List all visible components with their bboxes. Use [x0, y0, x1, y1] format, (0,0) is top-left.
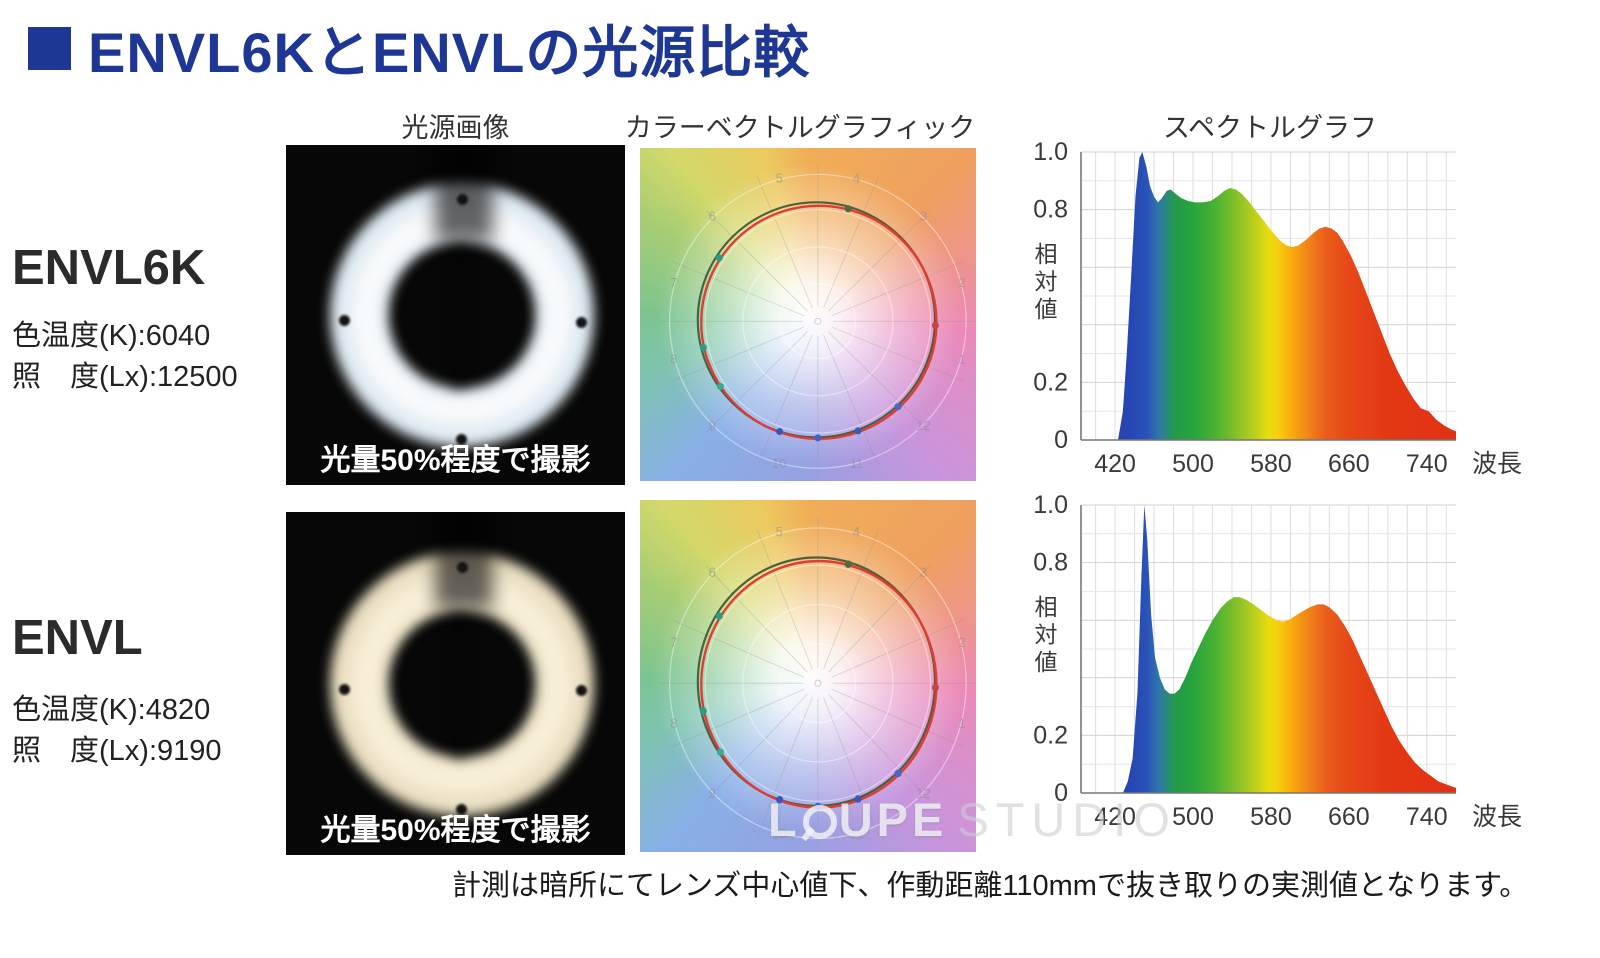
mount-arm-shadow	[435, 145, 493, 241]
svg-text:420: 420	[1094, 803, 1136, 831]
center-pole-shadow	[452, 247, 466, 390]
product-specs-envl6k: 色温度(K):6040 照 度(Lx):12500	[12, 316, 238, 398]
watermark-part2: STUDIO	[957, 793, 1177, 846]
svg-text:8: 8	[670, 352, 677, 367]
svg-text:3: 3	[920, 209, 927, 224]
svg-text:相: 相	[1035, 594, 1058, 620]
svg-text:0: 0	[1054, 426, 1068, 454]
svg-text:3: 3	[920, 565, 927, 580]
svg-text:4: 4	[853, 170, 860, 185]
column-header-color-vector: カラーベクトルグラフィック	[624, 113, 976, 143]
mount-arm-shadow	[435, 512, 493, 609]
color-temp-envl: 色温度(K):4820	[12, 694, 211, 726]
svg-text:2: 2	[958, 275, 965, 290]
svg-text:値: 値	[1035, 649, 1058, 675]
illuminance-envl6k: 照 度(Lx):12500	[12, 361, 238, 393]
light-source-photo-envl: 光量50%程度で撮影	[286, 512, 625, 855]
svg-text:波長: 波長	[1472, 450, 1522, 478]
screw-dot	[457, 561, 469, 573]
screw-dot	[575, 316, 587, 328]
svg-text:0.2: 0.2	[1033, 368, 1068, 396]
screw-dot	[338, 683, 350, 695]
watermark-loupe-studio: L UPE STUDIO	[768, 792, 1177, 847]
color-vector-chart-envl6k: 1 2 3 4 5 6 7 8 9 10 11 12	[640, 148, 976, 481]
svg-text:660: 660	[1328, 450, 1370, 478]
product-specs-envl: 色温度(K):4820 照 度(Lx):9190	[12, 690, 222, 772]
magnifier-icon	[802, 804, 837, 839]
svg-text:660: 660	[1328, 803, 1370, 831]
screw-dot	[455, 434, 467, 445]
illuminance-envl: 照 度(Lx):9190	[12, 735, 222, 767]
svg-text:12: 12	[916, 418, 930, 433]
svg-text:値: 値	[1035, 296, 1058, 322]
title-bullet-square	[28, 27, 71, 70]
svg-text:9: 9	[709, 418, 716, 433]
svg-text:0.2: 0.2	[1033, 721, 1068, 749]
svg-text:7: 7	[670, 635, 677, 650]
svg-text:500: 500	[1172, 450, 1214, 478]
svg-text:10: 10	[772, 456, 786, 471]
svg-text:0.8: 0.8	[1033, 549, 1068, 577]
svg-text:相: 相	[1035, 241, 1058, 267]
svg-text:11: 11	[850, 826, 863, 841]
photo-caption: 光量50%程度で撮影	[320, 814, 591, 847]
svg-text:580: 580	[1250, 803, 1292, 831]
watermark-part1-end: UPE	[838, 793, 948, 846]
spectrum-chart-envl: 420 500 580 660 740 1.0 0.8 0.2 0 相対値波長	[1000, 493, 1560, 838]
watermark-part1-start: L	[768, 793, 801, 846]
column-header-spectrum: スペクトルグラフ	[1162, 113, 1378, 143]
color-vector-chart-envl: 1 2 3 4 5 6 7 8 9 10 11 12	[640, 500, 976, 852]
page-title: ENVL6KとENVLの光源比較	[88, 21, 811, 84]
svg-text:7: 7	[670, 275, 677, 290]
svg-text:10: 10	[772, 826, 786, 841]
svg-text:対: 対	[1035, 622, 1058, 648]
svg-text:9: 9	[709, 786, 716, 801]
screw-dot	[455, 803, 467, 815]
photo-caption: 光量50%程度で撮影	[320, 444, 591, 477]
measurement-footnote: 計測は暗所にてレンズ中心値下、作動距離110mmで抜き取りの実測値となります。	[452, 870, 1529, 902]
svg-text:2: 2	[958, 635, 965, 650]
screw-dot	[338, 315, 350, 326]
svg-text:6: 6	[709, 565, 716, 580]
svg-text:500: 500	[1172, 803, 1214, 831]
column-header-photo: 光源画像	[401, 113, 510, 143]
svg-text:740: 740	[1406, 803, 1448, 831]
product-name-envl6k: ENVL6K	[12, 241, 206, 295]
svg-text:5: 5	[776, 170, 783, 185]
product-name-envl: ENVL	[12, 611, 143, 665]
color-temp-envl6k: 色温度(K):6040	[12, 320, 211, 352]
svg-text:740: 740	[1406, 450, 1448, 478]
screw-dot	[457, 194, 469, 206]
svg-text:1: 1	[958, 352, 965, 367]
svg-text:1.0: 1.0	[1033, 140, 1068, 166]
svg-text:420: 420	[1094, 450, 1136, 478]
svg-text:6: 6	[709, 209, 716, 224]
center-pole-shadow	[452, 614, 466, 759]
svg-text:8: 8	[670, 716, 677, 731]
svg-text:5: 5	[776, 524, 783, 539]
svg-text:対: 対	[1035, 269, 1058, 295]
spectrum-chart-envl6k: 420 500 580 660 740 1.0 0.8 0.2 0 相対値波長	[1000, 140, 1560, 485]
svg-text:1: 1	[958, 716, 965, 731]
svg-text:12: 12	[916, 786, 930, 801]
svg-text:580: 580	[1250, 450, 1292, 478]
svg-text:11: 11	[850, 456, 863, 471]
screw-dot	[575, 685, 587, 697]
svg-text:0.8: 0.8	[1033, 196, 1068, 224]
svg-text:0: 0	[1054, 779, 1068, 807]
light-source-photo-envl6k: 光量50%程度で撮影	[286, 145, 625, 485]
svg-text:4: 4	[853, 524, 860, 539]
svg-text:1.0: 1.0	[1033, 493, 1068, 519]
svg-text:波長: 波長	[1472, 803, 1522, 831]
